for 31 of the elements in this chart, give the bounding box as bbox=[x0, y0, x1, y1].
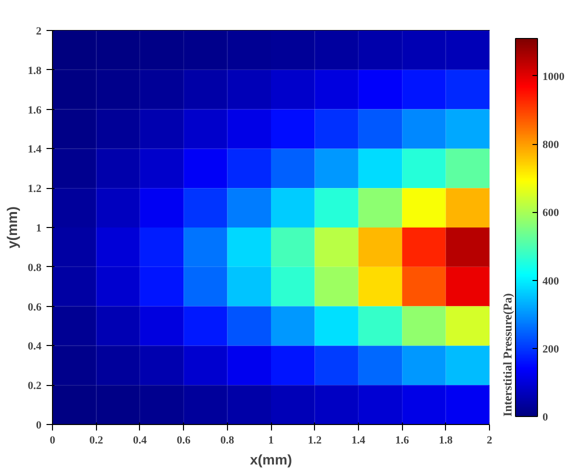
y-tick-label: 1.6 bbox=[28, 104, 42, 116]
x-tick-label: 1.4 bbox=[352, 434, 366, 446]
color-bar-title: Interstitial Pressure(Pa) bbox=[500, 293, 514, 416]
color-bar-label: 600 bbox=[542, 207, 560, 220]
x-tick-label: 1.6 bbox=[395, 434, 410, 446]
color-bar-label: 400 bbox=[542, 275, 560, 288]
x-tick-label: 0 bbox=[50, 434, 56, 446]
x-tick-label: 0.4 bbox=[133, 434, 148, 446]
color-bar-label: 200 bbox=[542, 343, 560, 356]
y-tick-label: 2 bbox=[36, 26, 42, 38]
y-tick-label: 0.2 bbox=[28, 380, 42, 392]
color-bar-label: 800 bbox=[542, 139, 560, 152]
y-tick-label: 1.8 bbox=[28, 64, 42, 77]
y-tick-label: 1 bbox=[36, 222, 42, 234]
x-tick-label: 1.8 bbox=[438, 434, 454, 446]
y-tick-label: 0.8 bbox=[28, 262, 42, 274]
y-tick-label: 1.4 bbox=[28, 144, 42, 156]
x-tick-label: 2 bbox=[486, 434, 493, 446]
x-tick-label: 1 bbox=[268, 434, 274, 446]
y-tick-label: 0 bbox=[36, 420, 42, 432]
color-bar-label: 1000 bbox=[542, 70, 565, 83]
x-tick-label: 0.2 bbox=[89, 434, 104, 446]
x-tick-label: 0.8 bbox=[220, 434, 235, 446]
x-tick-label: 0.6 bbox=[176, 434, 191, 446]
x-tick-label: 1.2 bbox=[308, 434, 322, 446]
x-axis-title: x(mm) bbox=[250, 452, 292, 468]
y-tick-label: 0.4 bbox=[28, 340, 42, 353]
y-tick-label: 1.2 bbox=[28, 183, 42, 196]
y-axis-title: y(mm) bbox=[4, 206, 20, 249]
y-tick-label: 0.6 bbox=[28, 301, 42, 314]
color-bar-label: 0 bbox=[542, 412, 548, 424]
